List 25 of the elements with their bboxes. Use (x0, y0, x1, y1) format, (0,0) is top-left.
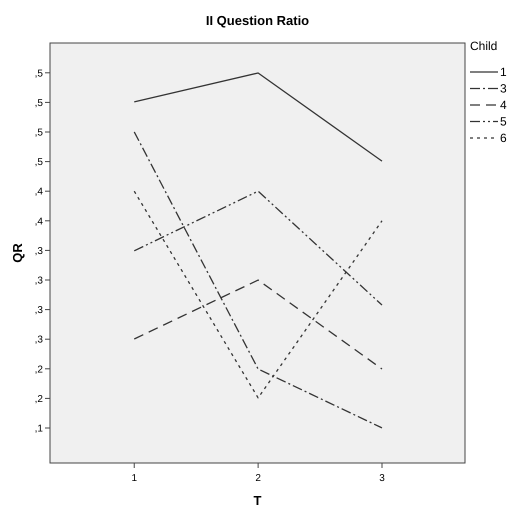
legend-label: 4 (500, 98, 507, 112)
text: ,3 (34, 305, 44, 316)
legend-label: 5 (500, 114, 507, 129)
text: ,1 (34, 424, 44, 434)
x-tick-label: 1 (131, 473, 138, 484)
text: ,4 (34, 186, 44, 198)
y-axis-title: QR (10, 242, 25, 263)
legend-label: 1 (500, 65, 507, 80)
text: ,2 (34, 364, 44, 376)
x-axis-title: T (254, 493, 262, 508)
text: ,3 (34, 276, 44, 286)
legend-label: 3 (500, 82, 507, 96)
text: ,5 (34, 98, 44, 109)
text: ,5 (34, 157, 44, 168)
text: ,2 (34, 394, 44, 405)
chart-title: II Question Ratio (206, 13, 310, 28)
x-tick-label: 2 (255, 473, 262, 484)
legend-title: Child (470, 39, 498, 53)
text: ,4 (34, 216, 44, 228)
text: ,3 (34, 334, 44, 346)
text: ,5 (34, 68, 44, 80)
x-tick-label: 3 (379, 473, 386, 484)
text: ,3 (34, 246, 44, 257)
text: ,5 (34, 128, 44, 138)
legend-label: 6 (500, 131, 507, 146)
